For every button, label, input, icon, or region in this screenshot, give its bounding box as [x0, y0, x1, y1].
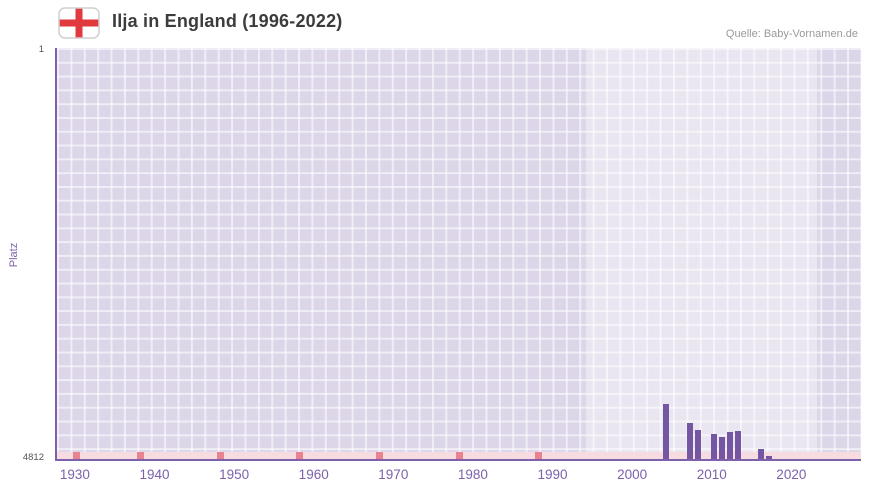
- x-tick-1960: 1960: [298, 467, 329, 482]
- y-axis-tick-bottom: 4812: [22, 452, 44, 463]
- no-data-marker-1948: [216, 452, 224, 459]
- y-axis-tick-top: 1: [38, 44, 44, 55]
- x-axis-labels: 1930 1940 1950 1960 1970 1980 1990 2000 2010 2020: [55, 467, 861, 487]
- chart-title: Ilja in England (1996-2022): [112, 11, 343, 31]
- x-tick-1990: 1990: [537, 467, 568, 482]
- x-tick-1950: 1950: [219, 467, 250, 482]
- plot-area: [55, 48, 861, 461]
- rank-bar-2007[interactable]: [686, 423, 693, 459]
- rank-bar-2011[interactable]: [718, 437, 725, 459]
- rank-bar-2017[interactable]: [766, 456, 773, 459]
- rank-bar-2012[interactable]: [726, 432, 733, 459]
- highlight-band: [586, 48, 818, 459]
- rank-bar-2013[interactable]: [734, 431, 741, 459]
- rank-bar-2004[interactable]: [662, 404, 669, 459]
- rank-bar-2010[interactable]: [710, 434, 717, 459]
- no-data-marker-1978: [455, 452, 463, 459]
- x-tick-1940: 1940: [139, 467, 170, 482]
- no-data-marker-1938: [137, 452, 145, 459]
- no-data-marker-1930: [73, 452, 81, 459]
- x-tick-1970: 1970: [378, 467, 409, 482]
- source-attribution: Quelle: Baby-Vornamen.de: [725, 28, 858, 40]
- no-data-marker-1988: [535, 452, 543, 459]
- x-tick-2010: 2010: [696, 467, 727, 482]
- rank-bar-2016[interactable]: [758, 449, 765, 459]
- x-tick-1930: 1930: [59, 467, 90, 482]
- y-axis-label: Platz: [8, 242, 20, 268]
- rank-bar-2008[interactable]: [694, 430, 701, 459]
- x-tick-1980: 1980: [457, 467, 488, 482]
- x-tick-2000: 2000: [617, 467, 648, 482]
- no-data-marker-1968: [375, 452, 383, 459]
- x-tick-2020: 2020: [776, 467, 807, 482]
- england-flag-icon: [57, 4, 101, 42]
- no-data-marker-1958: [296, 452, 304, 459]
